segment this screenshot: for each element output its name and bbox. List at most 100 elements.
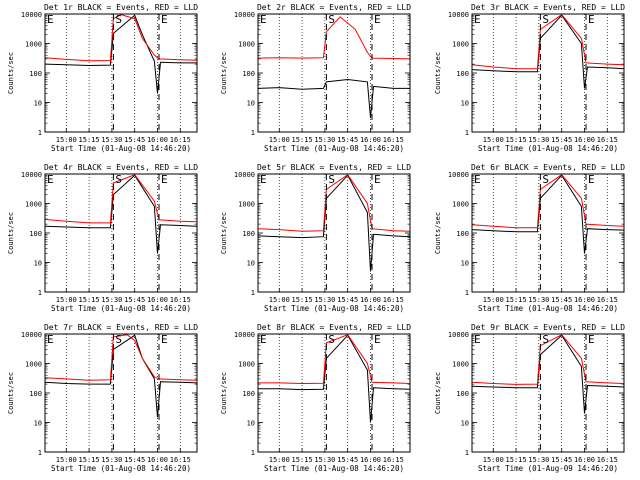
y-tick-label: 10000: [448, 11, 469, 19]
y-tick-label: 1000: [238, 361, 255, 369]
x-tick-label: 15:00: [482, 296, 503, 304]
events-series-line: [258, 78, 411, 118]
y-tick-label: 1: [464, 289, 468, 297]
x-tick-label: 15:45: [337, 136, 358, 144]
plot-title: Det 9r BLACK = Events, RED = LLD: [471, 323, 625, 332]
y-tick-label: 1: [38, 289, 42, 297]
x-tick-label: 15:00: [56, 136, 77, 144]
lld-series-line: [45, 14, 197, 62]
lld-series-line: [258, 334, 411, 385]
x-tick-label: 16:00: [574, 136, 595, 144]
lld-series-line: [471, 14, 624, 70]
interval-marker-label: E: [260, 173, 267, 186]
detector-plot-9: Det 9r BLACK = Events, RED = LLD 1 10 100 10…: [434, 323, 625, 473]
interval-marker-label: S: [542, 13, 549, 26]
plot-title: Det 2r BLACK = Events, RED = LLD: [257, 3, 411, 12]
events-series-line: [45, 14, 197, 94]
x-axis-label: Start Time (01-Aug-08 14:46:20): [51, 304, 191, 313]
interval-marker-label: E: [588, 13, 595, 26]
interval-marker-label: E: [47, 13, 54, 26]
y-tick-label: 10: [247, 260, 255, 268]
y-tick-label: 10: [247, 420, 255, 428]
plot-frame: [471, 173, 625, 293]
y-tick-label: 10: [460, 100, 468, 108]
x-tick-label: 15:15: [79, 296, 100, 304]
lld-series-line: [258, 174, 411, 232]
y-tick-label: 100: [456, 70, 469, 78]
interval-marker-label: E: [474, 333, 481, 346]
plot-title: Det 7r BLACK = Events, RED = LLD: [44, 323, 198, 332]
y-axis-label: Counts/sec: [434, 52, 442, 94]
detector-plot-1: Det 1r BLACK = Events, RED = LLD 1 10 100 10…: [7, 3, 198, 153]
y-tick-label: 1000: [25, 361, 42, 369]
y-tick-label: 10000: [234, 11, 255, 19]
x-tick-label: 16:15: [170, 296, 191, 304]
plot-frame: [44, 333, 198, 453]
y-tick-label: 10000: [448, 171, 469, 179]
y-axis-label: Counts/sec: [220, 52, 228, 94]
plot-frame: [44, 173, 198, 293]
y-tick-label: 10: [34, 420, 42, 428]
x-tick-label: 15:30: [528, 296, 549, 304]
x-tick-label: 16:00: [147, 456, 168, 464]
plot-frame: [471, 13, 625, 133]
x-tick-label: 15:45: [551, 136, 572, 144]
interval-marker-label: E: [474, 173, 481, 186]
x-tick-label: 16:00: [147, 136, 168, 144]
x-tick-label: 16:15: [596, 136, 617, 144]
lld-series-line: [258, 16, 411, 60]
x-tick-label: 16:15: [170, 136, 191, 144]
y-tick-label: 10: [460, 260, 468, 268]
interval-marker-label: E: [47, 333, 54, 346]
x-tick-label: 15:45: [124, 296, 145, 304]
x-tick-label: 16:00: [574, 456, 595, 464]
x-tick-label: 15:45: [337, 456, 358, 464]
x-tick-label: 15:45: [124, 136, 145, 144]
plot-title: Det 8r BLACK = Events, RED = LLD: [257, 323, 411, 332]
x-axis-label: Start Time (01-Aug-08 14:46:20): [478, 304, 618, 313]
x-axis-label: Start Time (01-Aug-08 14:46:20): [51, 464, 191, 473]
y-tick-label: 100: [243, 70, 256, 78]
x-tick-label: 16:15: [383, 456, 404, 464]
x-tick-label: 15:00: [56, 296, 77, 304]
x-tick-label: 15:30: [315, 296, 336, 304]
y-tick-label: 10000: [234, 171, 255, 179]
plot-title: Det 3r BLACK = Events, RED = LLD: [471, 3, 625, 12]
y-axis-label: Counts/sec: [220, 372, 228, 414]
events-series-line: [471, 334, 624, 414]
y-tick-label: 100: [29, 70, 42, 78]
x-tick-label: 16:00: [360, 456, 381, 464]
interval-marker-label: E: [161, 173, 168, 186]
x-tick-label: 16:00: [360, 296, 381, 304]
plot-frame: [257, 333, 411, 453]
x-tick-label: 15:45: [551, 456, 572, 464]
x-tick-label: 16:00: [147, 296, 168, 304]
y-tick-label: 1: [251, 289, 255, 297]
y-tick-label: 1: [464, 449, 468, 457]
x-tick-label: 15:30: [528, 136, 549, 144]
y-tick-label: 100: [243, 230, 256, 238]
detector-plot-6: Det 6r BLACK = Events, RED = LLD 1 10 100 10…: [434, 163, 625, 313]
y-tick-label: 10000: [448, 331, 469, 339]
interval-marker-label: E: [588, 173, 595, 186]
y-tick-label: 100: [243, 390, 256, 398]
plot-frame: [44, 13, 198, 133]
x-tick-label: 15:30: [528, 456, 549, 464]
y-tick-label: 1: [38, 449, 42, 457]
x-tick-label: 16:15: [383, 296, 404, 304]
events-series-line: [258, 334, 411, 423]
interval-marker-label: E: [260, 13, 267, 26]
detector-plot-7: Det 7r BLACK = Events, RED = LLD 1 10 100 10…: [7, 323, 198, 473]
y-tick-label: 1000: [25, 41, 42, 49]
detector-plot-8: Det 8r BLACK = Events, RED = LLD 1 10 100 10…: [220, 323, 411, 473]
lld-series-line: [471, 334, 624, 385]
y-tick-label: 10000: [21, 171, 42, 179]
y-tick-label: 1000: [452, 41, 469, 49]
y-tick-label: 10000: [21, 331, 42, 339]
plot-frame: [257, 173, 411, 293]
x-tick-label: 15:30: [315, 456, 336, 464]
x-tick-label: 15:00: [269, 136, 290, 144]
x-tick-label: 15:15: [505, 136, 526, 144]
interval-marker-label: E: [161, 333, 168, 346]
